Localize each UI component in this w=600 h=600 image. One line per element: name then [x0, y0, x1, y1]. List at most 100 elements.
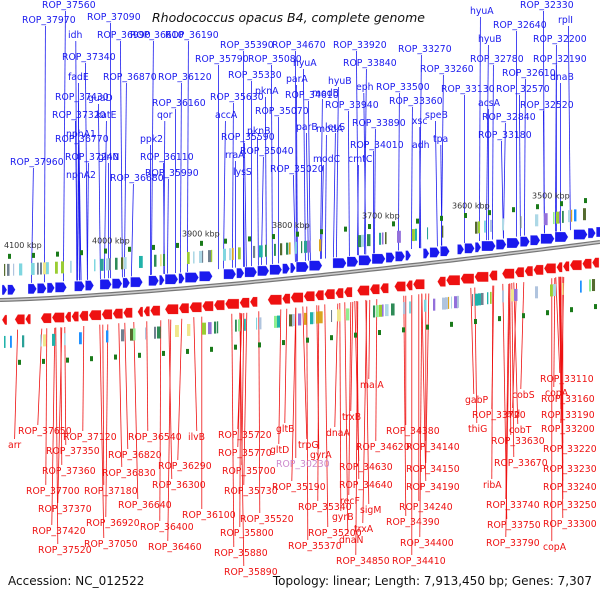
minus-gene-label: ROP_36820: [108, 450, 162, 461]
plus-gene-label: ROP_35630: [210, 92, 264, 103]
minus-leader-line: [555, 277, 561, 374]
minus-gene-label: ROP_33300: [543, 519, 597, 530]
minus-leader-line: [231, 313, 235, 548]
minus-gene-label: ROP_37120: [63, 432, 117, 443]
plus-gene-label: ROP_35390: [220, 40, 274, 51]
kbp-label: 3600 kbp: [452, 201, 490, 210]
minus-gene-arrow: [64, 311, 72, 323]
minus-gene-label: ROP_33230: [543, 464, 597, 475]
feature-block: [553, 284, 557, 297]
plus-leader-line: [524, 78, 526, 236]
tick-marker: [272, 234, 275, 240]
minus-gene-label: ROP_35770: [218, 448, 272, 459]
plus-gene-label: ROP_37320: [52, 110, 106, 121]
tick-marker: [152, 244, 155, 250]
minus-gene-arrow: [282, 293, 291, 304]
plus-gene-label: ROP_36110: [140, 152, 194, 163]
plus-leader-line: [270, 64, 273, 265]
minus-gene-label: ROP_37420: [32, 526, 86, 537]
tick-marker: [378, 330, 381, 336]
feature-block: [46, 262, 49, 275]
minus-gene-arrow: [394, 281, 406, 292]
tick-marker: [128, 246, 131, 252]
plus-gene-arrow: [474, 242, 482, 253]
plus-gene-label: ROP_32520: [520, 100, 574, 111]
minus-gene-label: gyrB: [332, 512, 354, 523]
plus-gene-label: ROP_33130: [441, 84, 495, 95]
plus-gene-arrow: [464, 243, 475, 254]
tick-marker: [138, 352, 141, 358]
minus-leader-line: [45, 328, 48, 486]
minus-gene-label: ROP_35200: [308, 528, 362, 539]
plus-gene-arrow: [223, 268, 237, 280]
minus-gene-label: ROP_37180: [84, 486, 138, 497]
tick-marker: [296, 231, 299, 237]
feature-block: [109, 258, 111, 271]
minus-gene-arrow: [569, 259, 582, 271]
minus-gene-arrow: [335, 287, 344, 299]
feature-block: [379, 304, 383, 317]
feature-block: [514, 288, 518, 301]
minus-gene-label: recF: [340, 496, 360, 507]
feature-block: [106, 258, 110, 271]
plus-leader-line: [78, 180, 82, 281]
feature-block: [223, 248, 226, 261]
plus-gene-arrow: [46, 282, 55, 294]
plus-gene-label: ROP_35590: [221, 132, 275, 143]
kbp-label: 4100 kbp: [4, 241, 42, 250]
plus-gene-label: ROP_32200: [533, 34, 587, 45]
feature-block: [52, 333, 56, 346]
plus-gene-arrow: [457, 244, 465, 255]
plus-leader-line: [440, 144, 443, 246]
plus-gene-label: modC: [313, 154, 340, 165]
minus-gene-label: ROP_36830: [102, 468, 156, 479]
plus-gene-arrow: [596, 226, 600, 238]
feature-block: [427, 227, 429, 240]
minus-gene-label: ROP_33750: [487, 520, 541, 531]
minus-gene-arrow: [112, 308, 123, 319]
minus-gene-arrow: [1, 314, 8, 326]
feature-block: [253, 245, 256, 258]
plus-gene-label: ROP_36120: [158, 72, 212, 83]
tick-marker: [8, 253, 11, 259]
feature-block: [238, 319, 241, 332]
minus-leader-line: [355, 301, 359, 556]
minus-gene-label: ROP_33220: [543, 444, 597, 455]
kbp-scale: 4100 kbp 4000 kbp 3900 kbp 3800 kbp 3700 kbp…: [4, 192, 570, 250]
kbp-label: 3500 kbp: [532, 192, 570, 201]
feature-block: [157, 326, 161, 339]
plus-gene-label: ROP_32640: [493, 20, 547, 31]
minus-gene-label: arr: [8, 440, 21, 451]
plus-leader-line: [568, 25, 571, 231]
plus-gene-label: ROP_36190: [165, 30, 219, 41]
plus-gene-arrow: [27, 283, 37, 295]
minus-gene-label: ROP_33160: [541, 394, 595, 405]
feature-block: [490, 291, 492, 304]
plus-gene-label: nphA1: [66, 129, 96, 140]
minus-gene-arrow: [164, 304, 179, 315]
plus-gene-label: ROP_34670: [272, 40, 326, 51]
plus-gene-arrow: [520, 236, 530, 247]
plus-gene-arrow: [1, 284, 8, 296]
plus-gene-label: ROP_32780: [470, 54, 524, 65]
backbone-highlight: [0, 241, 600, 301]
feature-block: [412, 229, 415, 242]
tick-marker: [162, 350, 165, 356]
minus-gene-arrow: [369, 284, 380, 295]
minus-leader-line: [511, 282, 515, 458]
plus-leader-line: [151, 40, 154, 275]
feature-block: [589, 279, 592, 292]
minus-gene-label: ROP_36920: [86, 518, 140, 529]
minus-leader-line: [243, 312, 248, 486]
feature-block: [310, 312, 314, 325]
minus-gene-arrow: [474, 271, 489, 283]
feature-block: [295, 241, 297, 254]
minus-gene-label: ROP_36300: [152, 480, 206, 491]
minus-gene-arrow: [123, 307, 133, 318]
minus-gene-label: ROP_37360: [42, 466, 96, 477]
feature-block: [478, 293, 481, 306]
minus-leader-line: [258, 311, 261, 514]
feature-block: [553, 212, 555, 225]
plus-gene-arrow: [112, 278, 123, 289]
